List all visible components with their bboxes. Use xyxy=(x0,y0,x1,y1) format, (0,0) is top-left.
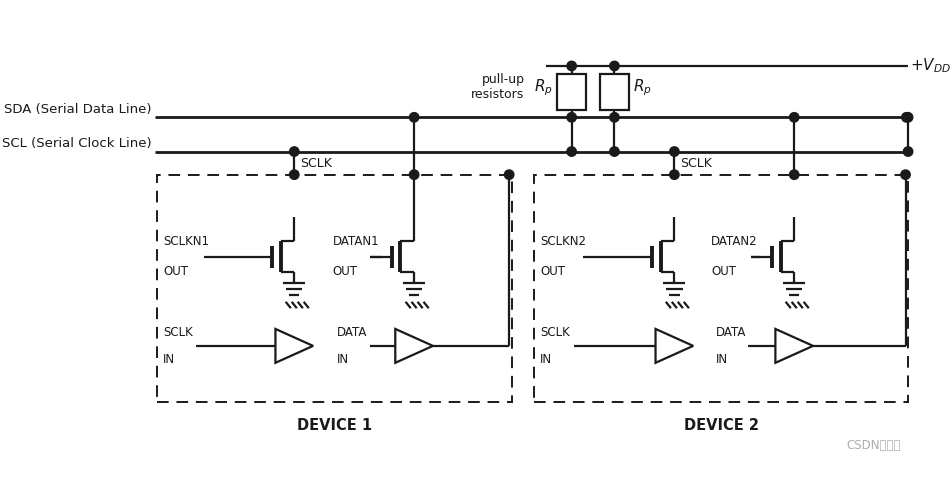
Text: DATA: DATA xyxy=(715,326,745,339)
Text: SCLK: SCLK xyxy=(680,156,711,170)
Bar xyxy=(557,74,585,110)
Circle shape xyxy=(566,112,576,122)
Circle shape xyxy=(609,147,619,156)
Text: DATAN2: DATAN2 xyxy=(710,236,757,248)
Text: DEVICE 1: DEVICE 1 xyxy=(297,418,371,433)
Text: OUT: OUT xyxy=(540,266,565,278)
Circle shape xyxy=(409,170,418,179)
Circle shape xyxy=(669,147,679,156)
Polygon shape xyxy=(395,329,432,363)
Circle shape xyxy=(609,61,619,70)
Circle shape xyxy=(289,170,299,179)
Circle shape xyxy=(788,170,798,179)
Circle shape xyxy=(504,170,513,179)
Circle shape xyxy=(609,112,619,122)
Text: DATAN1: DATAN1 xyxy=(332,236,379,248)
Polygon shape xyxy=(275,329,313,363)
Text: SCLK: SCLK xyxy=(300,156,332,170)
Circle shape xyxy=(902,147,912,156)
Text: $R_p$: $R_p$ xyxy=(533,77,552,98)
Text: DATA: DATA xyxy=(337,326,367,339)
Text: $R_p$: $R_p$ xyxy=(633,77,651,98)
Circle shape xyxy=(900,170,909,179)
Text: IN: IN xyxy=(337,352,348,366)
Circle shape xyxy=(901,112,910,122)
Text: IN: IN xyxy=(163,352,175,366)
Polygon shape xyxy=(655,329,692,363)
Text: $+V_{DD}$: $+V_{DD}$ xyxy=(909,56,950,76)
Text: SCLKN1: SCLKN1 xyxy=(163,236,209,248)
Circle shape xyxy=(669,170,679,179)
Circle shape xyxy=(566,61,576,70)
Text: SDA (Serial Data Line): SDA (Serial Data Line) xyxy=(4,102,151,116)
Text: SCLKN2: SCLKN2 xyxy=(540,236,585,248)
Circle shape xyxy=(409,112,418,122)
Circle shape xyxy=(902,112,912,122)
Circle shape xyxy=(788,112,798,122)
Text: IN: IN xyxy=(540,352,551,366)
Bar xyxy=(599,74,628,110)
Text: SCLK: SCLK xyxy=(540,326,569,339)
Text: IN: IN xyxy=(715,352,726,366)
Polygon shape xyxy=(775,329,812,363)
Circle shape xyxy=(566,147,576,156)
Text: OUT: OUT xyxy=(332,266,357,278)
Text: DEVICE 2: DEVICE 2 xyxy=(683,418,758,433)
Text: OUT: OUT xyxy=(163,266,188,278)
Text: SCLK: SCLK xyxy=(163,326,193,339)
Text: OUT: OUT xyxy=(710,266,735,278)
Text: SCL (Serial Clock Line): SCL (Serial Clock Line) xyxy=(2,137,151,150)
Text: pull-up
resistors: pull-up resistors xyxy=(471,74,524,102)
Text: CSDN工言语: CSDN工言语 xyxy=(845,438,901,452)
Circle shape xyxy=(289,147,299,156)
